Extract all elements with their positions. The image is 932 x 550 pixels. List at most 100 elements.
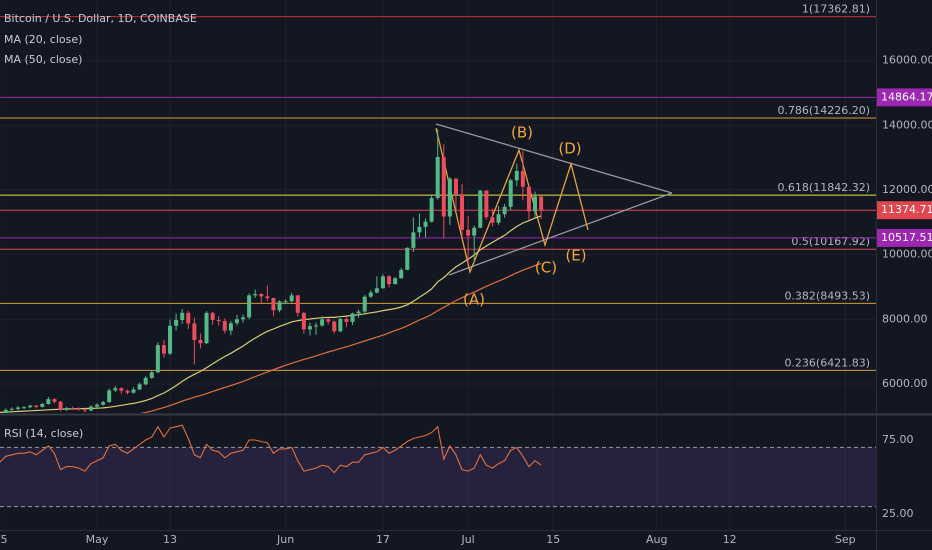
candle-body bbox=[301, 312, 306, 330]
candle-body bbox=[514, 170, 519, 181]
fib-label: 0.618(11842.32) bbox=[777, 181, 870, 194]
candle-body bbox=[435, 157, 440, 199]
candle-body bbox=[526, 186, 531, 212]
fib-label: 0.236(6421.83) bbox=[784, 356, 870, 369]
candle-body bbox=[76, 408, 81, 410]
fib-label: 1(17362.81) bbox=[802, 3, 870, 16]
candles bbox=[0, 129, 544, 413]
candle-body bbox=[460, 194, 465, 230]
x-tick-label: 5 bbox=[1, 533, 8, 546]
wave-label: (D) bbox=[558, 140, 581, 158]
moving-average bbox=[140, 262, 542, 413]
candle-body bbox=[326, 319, 331, 322]
candle-body bbox=[338, 318, 343, 332]
candle-body bbox=[210, 312, 215, 320]
candle-body bbox=[64, 408, 69, 410]
wave-path bbox=[435, 127, 589, 275]
price-box bbox=[877, 201, 932, 220]
candle-body bbox=[393, 278, 398, 285]
x-tick-label: Sep bbox=[835, 533, 856, 546]
candle-body bbox=[429, 198, 434, 222]
axes: 6000.00 8000.00 10000.00 12000.00 14000.00 16… bbox=[1, 54, 932, 546]
candle-body bbox=[180, 312, 185, 320]
candle-body bbox=[520, 170, 525, 187]
candle-body bbox=[143, 377, 148, 385]
x-tick-label: 12 bbox=[723, 533, 737, 546]
candle-body bbox=[453, 178, 458, 195]
candle-body bbox=[539, 196, 544, 211]
candle-body bbox=[472, 227, 477, 236]
candle-body bbox=[174, 319, 179, 326]
candle-body bbox=[253, 294, 258, 296]
candle-body bbox=[28, 405, 33, 408]
candle-body bbox=[411, 232, 416, 248]
candle-body bbox=[107, 390, 112, 403]
rsi-band bbox=[0, 447, 876, 507]
rsi-pane bbox=[0, 424, 876, 508]
legend-ma50: MA (50, close) bbox=[4, 53, 82, 66]
candle-body bbox=[350, 313, 355, 322]
candle-body bbox=[88, 406, 93, 411]
candle-body bbox=[58, 401, 63, 410]
price-box bbox=[877, 228, 932, 247]
candle-body bbox=[344, 318, 349, 322]
candle-body bbox=[101, 402, 106, 405]
candle-body bbox=[307, 326, 312, 330]
candle-body bbox=[52, 399, 57, 402]
wave-label: (B) bbox=[511, 124, 533, 142]
candle-body bbox=[508, 180, 513, 207]
candle-body bbox=[241, 317, 246, 320]
candle-body bbox=[423, 221, 428, 227]
candle-body bbox=[119, 388, 124, 391]
candle-body bbox=[34, 405, 39, 407]
candle-body bbox=[204, 312, 209, 344]
candle-body bbox=[113, 388, 118, 391]
price-box bbox=[877, 88, 932, 107]
candle-body bbox=[222, 320, 227, 331]
candle-body bbox=[332, 321, 337, 332]
y-tick-label: 14000.00 bbox=[882, 118, 932, 131]
candle-body bbox=[271, 297, 276, 311]
triangle-lower bbox=[448, 192, 673, 276]
candle-body bbox=[441, 157, 446, 217]
fib-label: 0.5(10167.92) bbox=[791, 235, 870, 248]
candle-body bbox=[9, 408, 14, 410]
candle-body bbox=[82, 409, 87, 411]
x-tick-label: Jun bbox=[276, 533, 294, 546]
candle-body bbox=[496, 214, 501, 223]
candle-body bbox=[216, 319, 221, 321]
wave-label: (A) bbox=[463, 291, 485, 309]
candle-body bbox=[320, 319, 325, 326]
candle-body bbox=[192, 323, 197, 341]
x-tick-label: 17 bbox=[376, 533, 390, 546]
candle-body bbox=[283, 301, 288, 303]
candle-body bbox=[533, 196, 538, 212]
candle-body bbox=[478, 190, 483, 228]
symbol-title: Bitcoin / U.S. Dollar, 1D, COINBASE bbox=[4, 12, 197, 25]
candle-body bbox=[131, 389, 136, 393]
candle-body bbox=[3, 409, 8, 413]
candle-body bbox=[247, 295, 252, 318]
candle-body bbox=[368, 292, 373, 297]
x-tick-label: May bbox=[86, 533, 109, 546]
x-tick-label: 13 bbox=[163, 533, 177, 546]
y-tick-label: 8000.00 bbox=[882, 312, 928, 325]
candle-body bbox=[161, 345, 166, 354]
rsi-tick-label: 75.00 bbox=[882, 433, 914, 446]
candle-body bbox=[289, 295, 294, 302]
y-tick-label: 10000.00 bbox=[882, 248, 932, 261]
price-box-label: 14864.17 bbox=[881, 90, 932, 103]
candle-body bbox=[155, 345, 160, 373]
candle-body bbox=[405, 247, 410, 270]
levels: 1(17362.81) 0.786(14226.20) 0.618(11842.32… bbox=[0, 3, 876, 371]
y-tick-label: 6000.00 bbox=[882, 377, 928, 390]
fib-label: 0.786(14226.20) bbox=[777, 104, 870, 117]
legend-ma20: MA (20, close) bbox=[4, 33, 82, 46]
candle-body bbox=[380, 276, 385, 289]
x-tick-label: Aug bbox=[646, 533, 667, 546]
candle-body bbox=[295, 295, 300, 313]
candle-body bbox=[234, 319, 239, 324]
candle-body bbox=[490, 217, 495, 223]
